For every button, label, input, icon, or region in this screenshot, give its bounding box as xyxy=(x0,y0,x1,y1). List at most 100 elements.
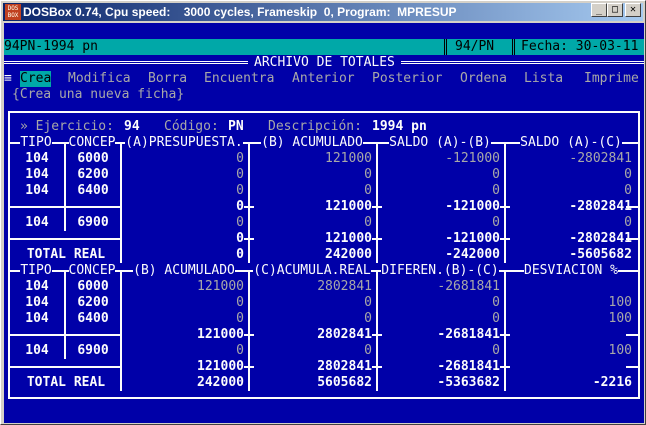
header-cell: CONCEP xyxy=(66,135,118,151)
column-divider xyxy=(504,143,506,263)
subtotal-tick xyxy=(244,334,254,336)
column-header: (A)PRESUPUESTA. xyxy=(125,135,243,150)
menu-item-lista[interactable]: Lista xyxy=(524,71,564,86)
value-cell xyxy=(514,359,632,375)
record-label: 94PN-1994 pn xyxy=(4,39,98,54)
table-row: 104 6200 0 0 0 100 xyxy=(4,295,644,311)
concep-cell: 6900 xyxy=(77,215,109,230)
value-cell: 0 xyxy=(236,247,244,262)
value-cell: 2802841 xyxy=(317,327,372,342)
table-row: 104 6000 0 121000 -121000 -2802841 xyxy=(4,151,644,167)
column-header: (B) ACUMULADO xyxy=(133,263,235,278)
table-row: 104 6200 0 0 0 0 xyxy=(4,167,644,183)
descripcion-label: Descripción: xyxy=(268,119,362,134)
column-header: CONCEP xyxy=(68,135,116,150)
value-cell: 0 xyxy=(364,167,372,182)
table-row: 104 6000 121000 2802841 -2681841 xyxy=(4,279,644,295)
value-cell xyxy=(514,279,632,295)
value-cell: -121000 xyxy=(445,151,500,166)
value-cell: 0 xyxy=(624,215,632,230)
column-header: (B) ACUMULADO xyxy=(261,135,363,150)
column-divider xyxy=(504,271,506,391)
screen-title: ARCHIVO DE TOTALES xyxy=(248,55,401,71)
menu-item-crea[interactable]: Crea xyxy=(20,71,52,87)
value-cell: -2681841 xyxy=(437,327,500,342)
value-cell: -2681841 xyxy=(437,279,500,294)
box-top xyxy=(8,111,640,113)
ejercicio-label: » Ejercicio: xyxy=(20,119,114,134)
minimize-button[interactable]: _ xyxy=(591,3,607,17)
header-cell: (C)ACUMULA.REAL xyxy=(250,263,374,279)
table-row: 121000 2802841 -2681841 xyxy=(4,359,644,375)
menu-item-borra[interactable]: Borra xyxy=(148,71,188,86)
tipo-cell: 104 xyxy=(25,279,49,294)
value-cell: 0 xyxy=(236,295,244,310)
value-cell: 0 xyxy=(236,311,244,326)
value-cell: 121000 xyxy=(325,231,372,246)
menu-item-ordena[interactable]: Ordena xyxy=(460,71,507,86)
value-cell: -121000 xyxy=(445,231,500,246)
subtotal-tick xyxy=(626,366,638,368)
dos-screen[interactable]: 94PN-1994 pn 94/PN Fecha: 30-03-11 ARCHI… xyxy=(4,23,644,423)
value-cell: 0 xyxy=(492,311,500,326)
value-cell: 5605682 xyxy=(317,375,372,390)
tipo-cell xyxy=(12,231,62,247)
header-cell: SALDO (A)-(C) xyxy=(506,135,636,151)
column-divider xyxy=(64,271,66,359)
row-separator xyxy=(8,334,122,336)
box-right xyxy=(638,111,640,399)
value-cell: 0 xyxy=(236,167,244,182)
concep-cell xyxy=(68,327,118,343)
menu-icon[interactable]: ≡ xyxy=(4,71,12,86)
tipo-cell: 104 xyxy=(25,343,49,358)
header-cell: TIPO xyxy=(12,135,60,151)
column-divider xyxy=(376,271,378,391)
subtotal-tick xyxy=(500,334,510,336)
concep-cell: 6200 xyxy=(77,167,109,182)
total-label: TOTAL REAL xyxy=(26,375,106,390)
subtotal-tick xyxy=(244,206,254,208)
table-row: TOTAL REAL 242000 5605682 -5363682 -2216 xyxy=(4,375,644,391)
concep-cell: 6900 xyxy=(77,343,109,358)
concep-cell xyxy=(68,359,118,375)
menu-item-anterior[interactable]: Anterior xyxy=(292,71,355,86)
concep-cell xyxy=(68,199,118,215)
value-cell: 2802841 xyxy=(317,359,372,374)
menu-item-encuentra[interactable]: Encuentra xyxy=(204,71,275,86)
value-cell: -2802841 xyxy=(569,199,632,214)
title-bar[interactable]: DOS BOX DOSBox 0.74, Cpu speed: 3000 cycl… xyxy=(3,3,643,21)
close-button[interactable]: ✕ xyxy=(625,3,641,17)
table-row: 121000 2802841 -2681841 xyxy=(4,327,644,343)
header-cell: CONCEP xyxy=(66,263,118,279)
table-row: 0 121000 -121000 -2802841 xyxy=(4,199,644,215)
window-title: DOSBox 0.74, Cpu speed: 3000 cycles, Fra… xyxy=(23,5,457,19)
column-header: SALDO (A)-(B) xyxy=(389,135,491,150)
value-cell: -2216 xyxy=(592,375,632,390)
menu-hint: {Crea una nueva ficha} xyxy=(12,87,185,102)
header-cell: TIPO xyxy=(12,263,60,279)
value-cell: 0 xyxy=(236,151,244,166)
total-label: TOTAL REAL xyxy=(26,247,106,262)
menu-item-modifica[interactable]: Modifica xyxy=(68,71,131,86)
subtotal-tick xyxy=(500,366,510,368)
value-cell: 0 xyxy=(364,311,372,326)
value-cell: -2681841 xyxy=(437,359,500,374)
status-bar: 94PN-1994 pn 94/PN Fecha: 30-03-11 xyxy=(4,39,644,55)
menu-item-posterior[interactable]: Posterior xyxy=(372,71,443,86)
value-cell: 0 xyxy=(492,167,500,182)
concep-cell: 6000 xyxy=(77,279,109,294)
tipo-cell: 104 xyxy=(25,183,49,198)
table-row: TOTAL REAL 0 242000 -242000 -5605682 xyxy=(4,247,644,263)
tipo-cell xyxy=(12,359,62,375)
box-left xyxy=(8,111,10,399)
maximize-button[interactable]: □ xyxy=(607,3,623,17)
menu-item-imprime[interactable]: Imprime xyxy=(584,71,639,86)
value-cell: 242000 xyxy=(197,375,244,390)
code-label: 94/PN xyxy=(444,39,512,55)
header-cell: SALDO (A)-(B) xyxy=(378,135,502,151)
value-cell: -242000 xyxy=(445,247,500,262)
value-cell: 100 xyxy=(608,343,632,358)
value-cell: -5605682 xyxy=(569,247,632,262)
dosbox-icon[interactable]: DOS BOX xyxy=(5,4,21,20)
